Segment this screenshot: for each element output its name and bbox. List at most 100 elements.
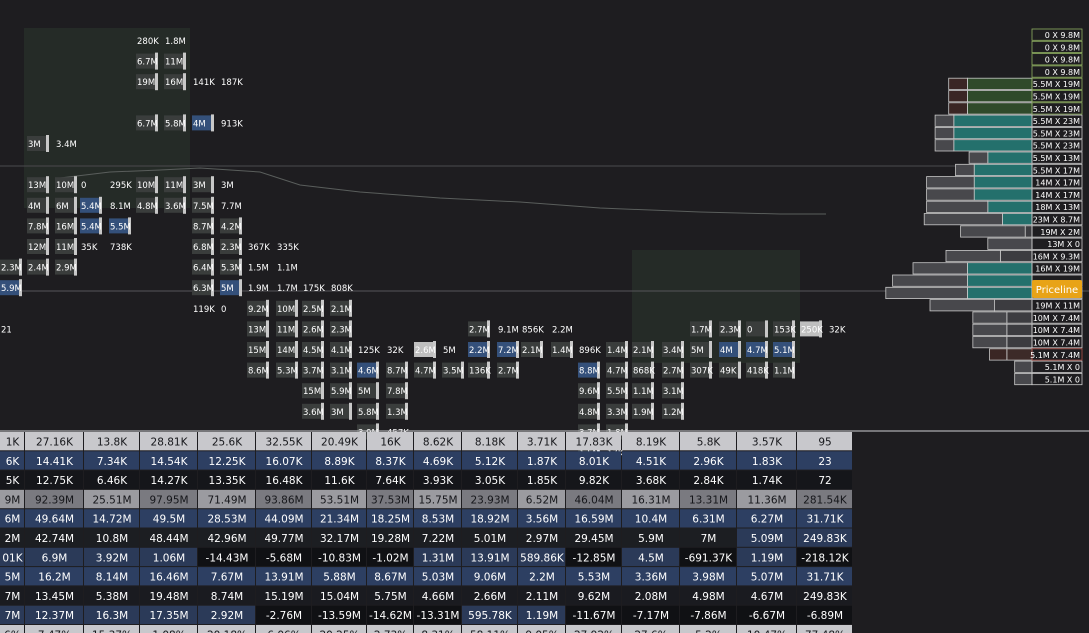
ladder-bid-bar: [926, 188, 975, 201]
stats-cell: 6M: [5, 514, 21, 526]
ladder-price-box: [1031, 249, 1083, 263]
cluster-value: 5.9M: [331, 387, 352, 397]
ladder-bid-bar: [989, 348, 1008, 361]
stats-cell: -13.59M: [318, 610, 361, 622]
cluster-cell-bg: [27, 239, 49, 254]
stats-cell: 1.31M: [422, 552, 454, 564]
ladder-bid-bar: [960, 225, 1026, 238]
stats-row: 2M 42.74M 10.8M 48.44M 42.96M 49.77M 32.17M 19.…: [0, 528, 852, 547]
stats-cell: 13.31M: [689, 494, 728, 506]
ladder-bid-bar: [972, 323, 1008, 336]
cluster-value: 2.3M: [720, 325, 741, 335]
cluster-cell: 418K: [746, 361, 769, 379]
stats-cell-bg: [0, 547, 24, 567]
cluster-cell-bg: [55, 259, 77, 275]
cluster-volume-bar: [211, 238, 214, 255]
ladder-ask-bar: [1006, 323, 1033, 336]
cluster-volume-bar: [19, 279, 22, 297]
stats-cell: 2M: [5, 533, 21, 545]
cluster-cell-bg: [746, 321, 768, 337]
stats-cell-bg: [312, 470, 366, 489]
ladder-ask-bar: [999, 249, 1033, 263]
cluster-cell: 856K: [522, 325, 544, 335]
stats-cell-bg: [312, 432, 366, 451]
cluster-value: 5.3M: [221, 264, 242, 274]
stats-cell-bg: [797, 605, 852, 624]
stats-cell-bg: [622, 470, 679, 489]
cluster-cell-bg: [109, 218, 131, 234]
stats-cell-bg: [462, 605, 517, 624]
cluster-volume-bar: [46, 196, 49, 214]
stats-cell-bg: [737, 509, 796, 528]
cluster-value: 5.9M: [1, 284, 22, 294]
cluster-value: 5.5M: [607, 387, 628, 397]
cluster-cell: 1.1M: [277, 264, 298, 274]
stats-cell: 4.51K: [636, 456, 667, 468]
cluster-cell-bg: [690, 321, 712, 337]
cluster-volume-bar: [405, 361, 408, 379]
priceline-tag[interactable]: Priceline: [1032, 280, 1082, 298]
ladder-label: 18M X 13M: [1035, 203, 1080, 212]
ladder-ask-bar: [967, 274, 1033, 287]
stats-cell: 4.98M: [692, 591, 724, 603]
cluster-cell: 35K: [81, 243, 98, 253]
stats-cell: 31.71K: [807, 514, 845, 526]
stats-cell-bg: [462, 509, 517, 528]
cluster-cell-bg: [276, 362, 298, 378]
cluster-cell: 4.7M: [414, 361, 436, 379]
cluster-cell: 3.7M: [302, 361, 324, 379]
cluster-volume-bar: [376, 361, 379, 379]
cluster-volume-bar: [765, 320, 768, 338]
stats-cell-bg: [0, 470, 24, 489]
cluster-value: 15M: [248, 346, 266, 356]
cluster-volume-bar: [99, 217, 102, 235]
stats-cell-bg: [25, 451, 83, 470]
cluster-value: 4.7M: [747, 346, 768, 356]
ladder-bid-bar: [912, 262, 968, 275]
cluster-cell-bg: [136, 197, 158, 213]
cluster-cell: 2.3M: [220, 238, 242, 255]
cluster-value: 14M: [277, 346, 295, 356]
cluster-volume-bar: [74, 176, 77, 194]
cluster-cell: 13M: [247, 320, 269, 338]
cluster-cell: 125K: [358, 346, 380, 356]
stats-cell: 16.07K: [266, 456, 304, 468]
cluster-volume-bar: [239, 258, 242, 276]
stats-cell: 32.55K: [266, 437, 304, 449]
cluster-cell: 1.3M: [386, 402, 408, 420]
cluster-value: 1.5M: [248, 264, 269, 274]
cluster-value: 13M: [28, 181, 46, 191]
stats-cell-bg: [256, 489, 311, 509]
cluster-cell-bg: [0, 280, 22, 296]
cluster-cell: 1.4M: [606, 341, 628, 358]
cluster-cell: 5.3M: [276, 361, 298, 379]
stats-cell-bg: [198, 528, 255, 547]
stats-cell: 48.44M: [149, 533, 188, 545]
stats-cell: 5.53M: [578, 572, 610, 584]
cluster-value: 175K: [303, 284, 325, 294]
cluster-cell: 4.7M: [746, 341, 768, 358]
stats-cell-bg: [622, 451, 679, 470]
stats-cell-bg: [414, 625, 461, 633]
stats-cell-bg: [797, 489, 852, 509]
cluster-cell-bg: [773, 321, 795, 337]
cluster-cell: 11M: [164, 176, 186, 194]
ladder-row: 5.1M X 0: [1014, 372, 1083, 386]
cluster-cell-bg: [330, 300, 352, 316]
stats-cell-bg: [367, 625, 413, 633]
cluster-cell: 295K: [110, 181, 132, 191]
stats-cell: 4.66M: [422, 591, 454, 603]
cluster-cell: 6.3M: [192, 279, 214, 297]
stats-cell-bg: [414, 470, 461, 489]
stats-cell-bg: [367, 567, 413, 586]
stats-cell: 7M: [701, 533, 717, 545]
cluster-value: 8.7M: [193, 222, 214, 232]
stats-cell: 7M: [5, 591, 21, 603]
stats-cell-bg: [797, 432, 852, 451]
stats-cell-bg: [0, 625, 24, 633]
stats-cell-bg: [414, 528, 461, 547]
cluster-cell: 280K: [137, 37, 159, 47]
stats-cell-bg: [566, 528, 621, 547]
stats-cell: 49.5M: [153, 514, 185, 526]
stats-row: 5M 16.2M 8.14M 16.46M 7.67M 13.91M 5.88M 8.67M 5…: [0, 567, 852, 586]
